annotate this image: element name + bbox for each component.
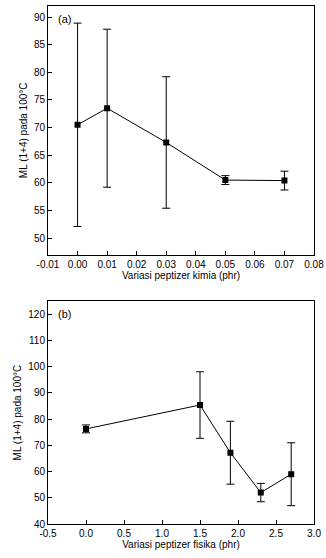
svg-text:70: 70 — [34, 122, 46, 133]
svg-text:40: 40 — [34, 519, 46, 530]
svg-text:120: 120 — [28, 309, 45, 320]
svg-text:Variasi peptizer kimia (phr): Variasi peptizer kimia (phr) — [122, 270, 240, 281]
svg-text:3.0: 3.0 — [307, 528, 321, 539]
svg-text:0.08: 0.08 — [304, 259, 324, 270]
svg-text:60: 60 — [34, 466, 46, 477]
svg-text:0.07: 0.07 — [275, 259, 295, 270]
svg-text:50: 50 — [34, 492, 46, 503]
svg-text:65: 65 — [34, 150, 46, 161]
svg-text:-0.5: -0.5 — [39, 528, 57, 539]
svg-text:2.0: 2.0 — [231, 528, 245, 539]
svg-text:0.01: 0.01 — [97, 259, 117, 270]
svg-text:-0.01: -0.01 — [37, 259, 60, 270]
svg-text:(a): (a) — [58, 13, 71, 25]
svg-text:85: 85 — [34, 39, 46, 50]
svg-text:0.04: 0.04 — [186, 259, 206, 270]
svg-text:1.5: 1.5 — [193, 528, 207, 539]
svg-text:0.00: 0.00 — [68, 259, 88, 270]
svg-text:ML (1+4) pada 100°C: ML (1+4) pada 100°C — [12, 365, 23, 461]
svg-text:Variasi peptizer fisika (phr): Variasi peptizer fisika (phr) — [122, 539, 240, 550]
svg-text:0.02: 0.02 — [127, 259, 147, 270]
svg-text:80: 80 — [34, 414, 46, 425]
svg-text:90: 90 — [34, 12, 46, 23]
svg-text:50: 50 — [34, 233, 46, 244]
svg-text:1.0: 1.0 — [155, 528, 169, 539]
svg-text:ML (1+4) pada 100°C: ML (1+4) pada 100°C — [18, 82, 29, 178]
svg-text:0.05: 0.05 — [216, 259, 236, 270]
svg-text:0.06: 0.06 — [245, 259, 265, 270]
svg-text:110: 110 — [29, 335, 45, 346]
svg-text:70: 70 — [34, 440, 46, 451]
svg-text:55: 55 — [34, 205, 46, 216]
svg-text:0.0: 0.0 — [79, 528, 93, 539]
svg-text:2.5: 2.5 — [269, 528, 283, 539]
svg-text:80: 80 — [34, 67, 46, 78]
svg-text:(b): (b) — [58, 308, 71, 320]
svg-text:90: 90 — [34, 387, 46, 398]
svg-text:0.03: 0.03 — [156, 259, 176, 270]
svg-text:60: 60 — [34, 177, 46, 188]
svg-text:0.5: 0.5 — [117, 528, 131, 539]
svg-text:75: 75 — [34, 94, 46, 105]
svg-text:100: 100 — [28, 361, 45, 372]
